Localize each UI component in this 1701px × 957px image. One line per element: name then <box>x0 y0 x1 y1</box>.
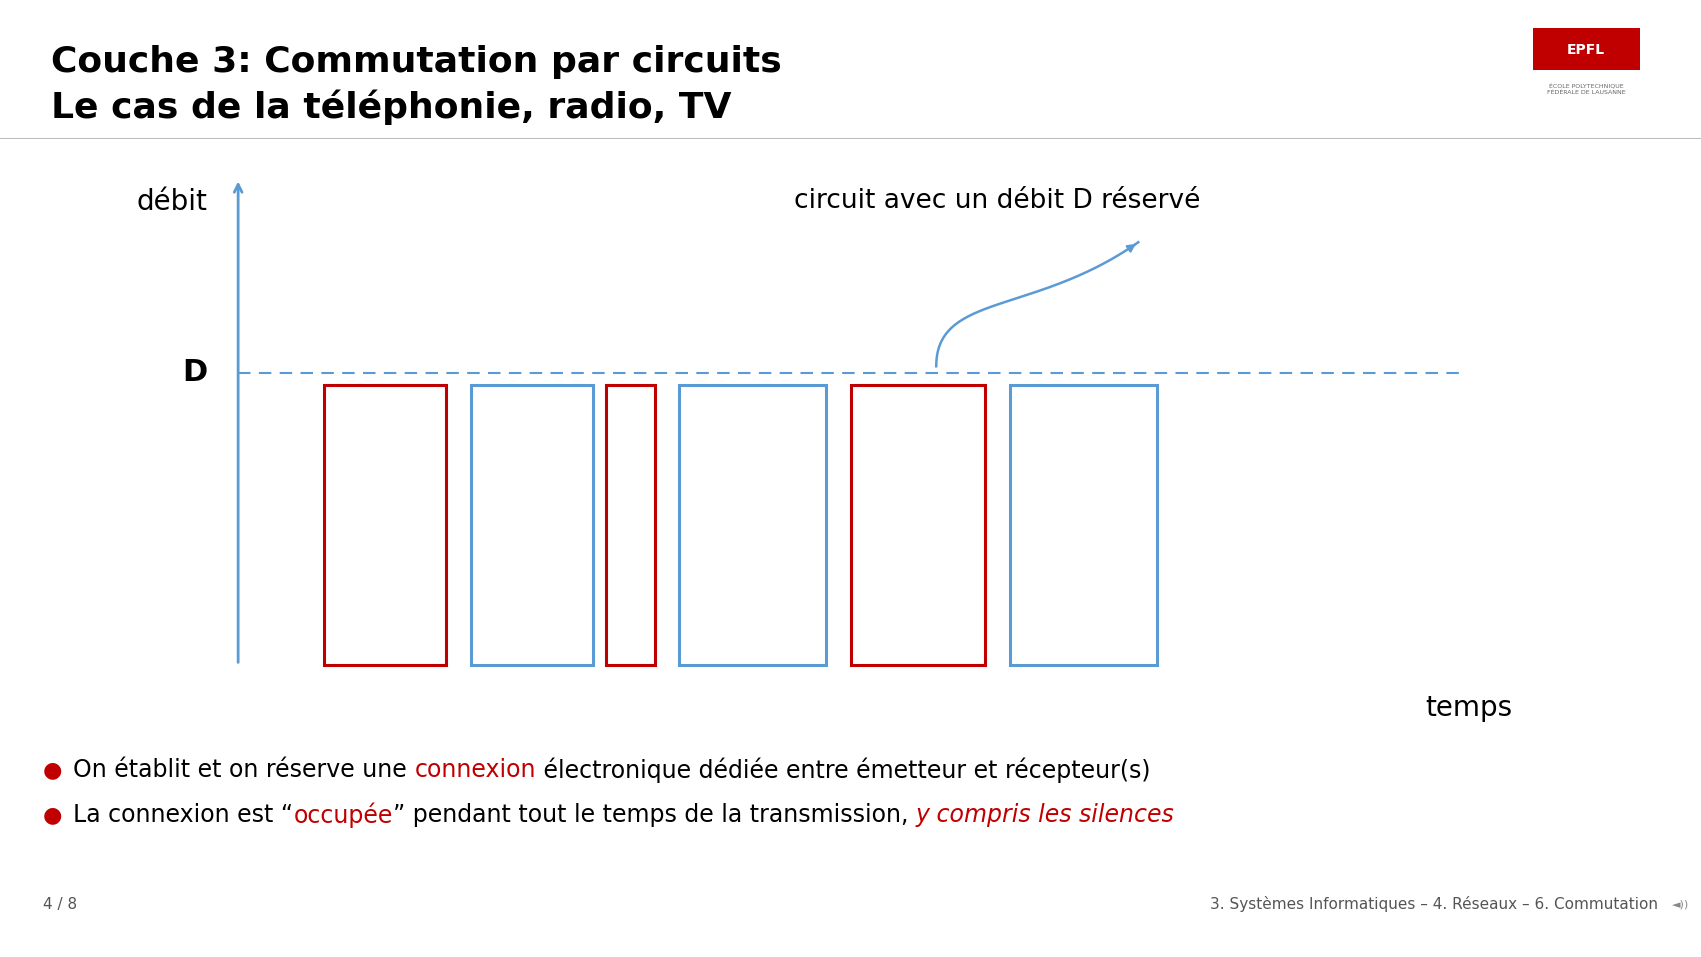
Text: occupée: occupée <box>293 803 393 828</box>
Text: Le cas de la téléphonie, radio, TV: Le cas de la téléphonie, radio, TV <box>51 89 731 125</box>
Bar <box>850 386 985 665</box>
Text: Couche 3: Commutation par circuits: Couche 3: Commutation par circuits <box>51 45 782 79</box>
Bar <box>1010 386 1157 665</box>
Text: circuit avec un débit D réservé: circuit avec un débit D réservé <box>794 188 1201 213</box>
Text: La connexion est “: La connexion est “ <box>73 803 293 828</box>
Text: EPFL: EPFL <box>1567 43 1606 57</box>
Text: ●: ● <box>43 761 61 780</box>
Text: D: D <box>182 358 208 388</box>
Bar <box>606 386 655 665</box>
Text: ” pendant tout le temps de la transmission,: ” pendant tout le temps de la transmissi… <box>393 803 915 828</box>
Text: ◄)): ◄)) <box>1672 900 1689 909</box>
Text: électronique dédiée entre émetteur et récepteur(s): électronique dédiée entre émetteur et ré… <box>536 758 1150 783</box>
Text: On établit et on réserve une: On établit et on réserve une <box>73 758 415 783</box>
Text: connexion: connexion <box>415 758 536 783</box>
Text: 3. Systèmes Informatiques – 4. Réseaux – 6. Commutation: 3. Systèmes Informatiques – 4. Réseaux –… <box>1211 897 1658 912</box>
Bar <box>679 386 827 665</box>
Text: débit: débit <box>136 189 208 216</box>
Text: ÉCOLE POLYTECHNIQUE
FÉDÉRALE DE LAUSANNE: ÉCOLE POLYTECHNIQUE FÉDÉRALE DE LAUSANNE <box>1546 83 1626 96</box>
Text: 4 / 8: 4 / 8 <box>43 897 77 912</box>
Bar <box>323 386 446 665</box>
Text: ●: ● <box>43 806 61 825</box>
Bar <box>1533 28 1640 70</box>
Text: temps: temps <box>1425 694 1512 722</box>
Text: y compris les silences: y compris les silences <box>915 803 1174 828</box>
Bar <box>471 386 594 665</box>
